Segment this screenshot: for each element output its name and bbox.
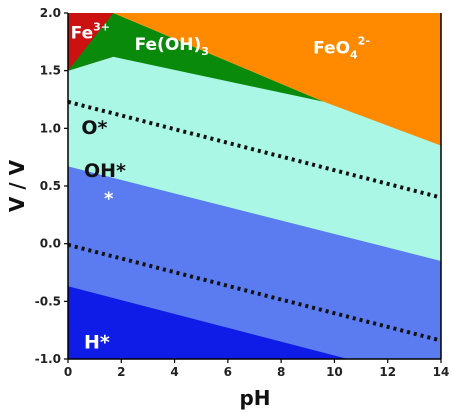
feoh3-label: Fe(OH)3: [135, 35, 209, 58]
feoh3-region: [68, 13, 324, 102]
star-label: *: [104, 188, 114, 209]
o-star-label: O*: [81, 117, 107, 139]
y-tick-label: 1.0: [40, 121, 61, 135]
y-tick-label: 2.0: [40, 6, 61, 20]
x-tick-label: 4: [170, 365, 178, 379]
h-star-region: [68, 286, 348, 359]
y-tick-label: -1.0: [35, 352, 61, 366]
h-star-label: H*: [84, 332, 110, 354]
x-tick-label: 2: [117, 365, 125, 379]
chart-regions: [68, 13, 441, 359]
x-tick-label: 8: [277, 365, 285, 379]
upper-dotted-line: [68, 99, 441, 200]
feo4-region: [113, 13, 441, 146]
y-tick-label: 0.5: [40, 179, 61, 193]
oh-star-label: OH*: [84, 160, 126, 182]
region-labels: Fe3+ Fe(OH)3 FeO42- O* OH* * H*: [71, 20, 370, 353]
x-tick-label: 12: [379, 365, 396, 379]
chart-axes: 0 2 4 6 8 10 12 14 -1.0 -0.5 0.0 0.5 1.0 1.5 2.0: [35, 6, 450, 379]
y-tick-label: 1.5: [40, 64, 61, 78]
y-tick-label: 0.0: [40, 237, 61, 251]
x-tick-label: 10: [326, 365, 343, 379]
x-tick-label: 0: [64, 365, 72, 379]
y-tick-label: -0.5: [35, 294, 61, 308]
x-axis-label: pH: [239, 386, 270, 410]
feo4-label: FeO42-: [313, 34, 370, 61]
dotted-lines: [68, 99, 441, 343]
lower-dotted-line: [68, 242, 441, 343]
x-tick-label: 6: [224, 365, 232, 379]
y-axis-label: V / V: [5, 159, 29, 212]
fe3-label: Fe3+: [71, 20, 110, 43]
x-tick-label: 14: [433, 365, 450, 379]
